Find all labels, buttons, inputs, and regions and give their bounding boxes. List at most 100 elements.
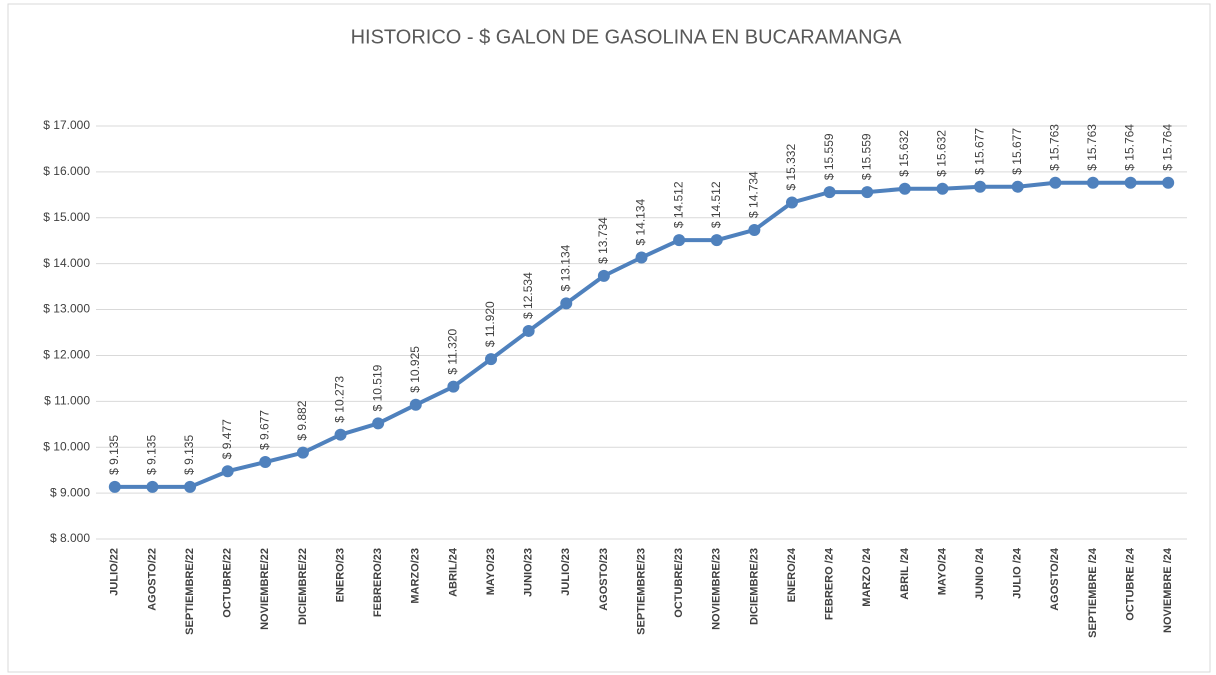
- value-label: $ 13.734: [596, 217, 610, 264]
- chart-frame: [7, 3, 1211, 673]
- value-label: $ 13.134: [558, 244, 572, 291]
- x-tick-label: ENERO/24: [786, 547, 798, 602]
- value-label: $ 15.677: [1010, 128, 1024, 175]
- x-tick-label: NOVIEMBRE/22: [259, 548, 271, 630]
- y-tick-label: $ 15.000: [43, 210, 90, 224]
- x-tick-label: MAYO/24: [936, 547, 948, 595]
- data-point: [936, 182, 949, 195]
- data-point: [597, 269, 610, 282]
- value-label: $ 15.763: [1047, 124, 1061, 171]
- data-point: [861, 186, 874, 199]
- value-label: $ 14.134: [634, 198, 648, 245]
- data-point: [146, 480, 159, 493]
- value-label: $ 11.320: [446, 329, 460, 375]
- y-tick-label: $ 17.000: [43, 118, 90, 132]
- data-point: [447, 380, 460, 393]
- value-label: $ 9.677: [257, 410, 271, 450]
- data-point: [296, 446, 309, 459]
- value-label: $ 15.677: [972, 128, 986, 175]
- data-point: [259, 456, 272, 469]
- data-point: [184, 480, 197, 493]
- data-point: [898, 182, 911, 195]
- x-tick-label: OCTUBRE/23: [673, 548, 685, 618]
- x-tick-label: JULIO /24: [1012, 547, 1024, 599]
- y-tick-label: $ 12.000: [43, 348, 90, 362]
- value-label: $ 10.925: [408, 346, 422, 393]
- x-tick-label: AGOSTO/23: [598, 548, 610, 611]
- value-label: $ 15.764: [1160, 124, 1174, 171]
- x-tick-label: OCTUBRE/22: [222, 548, 234, 618]
- data-point: [1086, 176, 1099, 189]
- data-point: [974, 180, 987, 193]
- x-tick-label: NOVIEMBRE /24: [1162, 547, 1174, 633]
- value-label: $ 15.632: [897, 130, 911, 177]
- value-label: $ 11.920: [483, 301, 497, 347]
- x-tick-label: SEPTIEMBRE/22: [184, 548, 196, 635]
- data-point: [635, 251, 648, 264]
- x-tick-label: SEPTIEMBRE /24: [1087, 547, 1099, 638]
- value-label: $ 15.559: [859, 133, 873, 180]
- data-point: [823, 186, 836, 199]
- value-label: $ 9.135: [182, 435, 196, 475]
- x-tick-label: JULIO/22: [109, 548, 121, 596]
- chart-title: HISTORICO - $ GALON DE GASOLINA EN BUCAR…: [351, 26, 903, 48]
- y-tick-label: $ 13.000: [43, 302, 90, 316]
- data-point: [785, 196, 798, 209]
- y-tick-label: $ 14.000: [43, 256, 90, 270]
- x-tick-label: JULIO/23: [560, 548, 572, 596]
- data-point: [560, 297, 573, 310]
- x-tick-label: DICIEMBRE/23: [748, 548, 760, 625]
- x-tick-label: OCTUBRE /24: [1124, 547, 1136, 621]
- x-tick-label: JUNIO /24: [974, 547, 986, 600]
- data-point: [221, 465, 234, 478]
- value-label: $ 9.135: [145, 435, 159, 475]
- y-tick-label: $ 8.000: [50, 531, 90, 545]
- x-tick-label: FEBRERO/23: [372, 548, 384, 617]
- x-tick-label: AGOSTO/22: [146, 548, 158, 611]
- y-tick-label: $ 9.000: [50, 485, 90, 499]
- x-tick-label: NOVIEMBRE/23: [711, 548, 723, 630]
- value-label: $ 15.559: [822, 133, 836, 180]
- value-label: $ 14.512: [671, 181, 685, 228]
- x-tick-label: ABRIL /24: [899, 547, 911, 600]
- value-label: $ 10.273: [333, 376, 347, 423]
- x-tick-label: ENERO/23: [334, 548, 346, 602]
- x-tick-label: JUNIO/23: [523, 548, 535, 597]
- value-label: $ 12.534: [521, 272, 535, 319]
- y-tick-label: $ 11.000: [44, 394, 90, 408]
- data-point: [409, 398, 422, 411]
- data-point: [748, 223, 761, 236]
- x-tick-label: MARZO/23: [410, 548, 422, 604]
- value-label: $ 9.477: [220, 419, 234, 459]
- x-tick-label: AGOSTO/24: [1049, 547, 1061, 611]
- data-point: [710, 234, 723, 247]
- data-point: [372, 417, 385, 430]
- x-tick-label: FEBRERO /24: [824, 547, 836, 620]
- data-point: [485, 353, 498, 366]
- value-label: $ 14.512: [709, 181, 723, 228]
- data-point: [1049, 176, 1062, 189]
- data-point: [108, 480, 121, 493]
- data-point: [522, 324, 535, 337]
- value-label: $ 9.135: [107, 435, 121, 475]
- value-label: $ 15.764: [1123, 124, 1137, 171]
- x-tick-label: SEPTIEMBRE/23: [635, 548, 647, 635]
- x-tick-label: ABRIL/24: [447, 547, 459, 597]
- value-label: $ 15.332: [784, 144, 798, 191]
- y-tick-label: $ 10.000: [43, 439, 90, 453]
- data-point: [673, 234, 686, 247]
- data-point: [334, 428, 347, 441]
- data-point: [1124, 176, 1137, 189]
- value-label: $ 15.632: [935, 130, 949, 177]
- x-tick-label: MAYO/23: [485, 548, 497, 595]
- data-point: [1011, 180, 1024, 193]
- value-label: $ 9.882: [295, 400, 309, 440]
- x-tick-label: DICIEMBRE/22: [297, 548, 309, 625]
- data-point: [1162, 176, 1175, 189]
- y-tick-label: $ 16.000: [43, 164, 90, 178]
- value-label: $ 15.763: [1085, 124, 1099, 171]
- value-label: $ 10.519: [370, 364, 384, 411]
- value-label: $ 14.734: [747, 171, 761, 218]
- x-tick-label: MARZO /24: [861, 547, 873, 607]
